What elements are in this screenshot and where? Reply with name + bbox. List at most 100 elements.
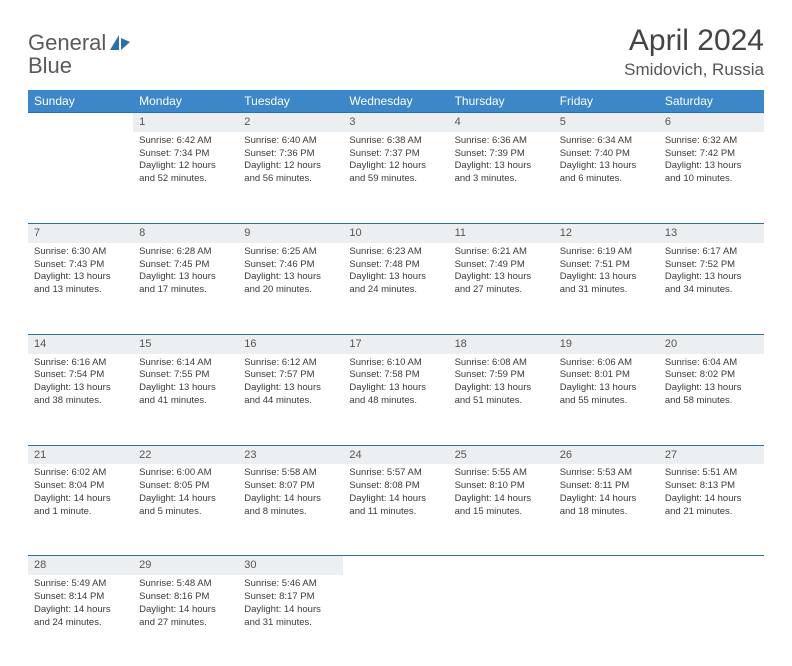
sunrise-line: Sunrise: 5:55 AM <box>455 467 548 480</box>
week-content-row: Sunrise: 6:02 AMSunset: 8:04 PMDaylight:… <box>28 464 764 556</box>
day-cell: Sunrise: 6:25 AMSunset: 7:46 PMDaylight:… <box>238 243 343 335</box>
day-cell: Sunrise: 6:38 AMSunset: 7:37 PMDaylight:… <box>343 132 448 224</box>
daylight-line: Daylight: 13 hours and 10 minutes. <box>665 160 758 186</box>
sunrise-line: Sunrise: 6:02 AM <box>34 467 127 480</box>
day-cell: Sunrise: 5:53 AMSunset: 8:11 PMDaylight:… <box>554 464 659 556</box>
empty-daynum <box>659 556 764 575</box>
day-number: 4 <box>449 113 554 132</box>
day-number: 14 <box>28 334 133 353</box>
daylight-line: Daylight: 13 hours and 38 minutes. <box>34 382 127 408</box>
daylight-line: Daylight: 12 hours and 59 minutes. <box>349 160 442 186</box>
day-cell: Sunrise: 6:12 AMSunset: 7:57 PMDaylight:… <box>238 354 343 446</box>
day-number: 11 <box>449 223 554 242</box>
day-cell: Sunrise: 6:08 AMSunset: 7:59 PMDaylight:… <box>449 354 554 446</box>
sunset-line: Sunset: 8:13 PM <box>665 480 758 493</box>
empty-daynum <box>343 556 448 575</box>
week-content-row: Sunrise: 6:16 AMSunset: 7:54 PMDaylight:… <box>28 354 764 446</box>
sunrise-line: Sunrise: 6:30 AM <box>34 246 127 259</box>
sunrise-line: Sunrise: 6:10 AM <box>349 357 442 370</box>
week-daynum-row: 282930 <box>28 556 764 575</box>
sunset-line: Sunset: 8:11 PM <box>560 480 653 493</box>
daylight-line: Daylight: 13 hours and 51 minutes. <box>455 382 548 408</box>
sunset-line: Sunset: 7:34 PM <box>139 148 232 161</box>
day-cell: Sunrise: 5:49 AMSunset: 8:14 PMDaylight:… <box>28 575 133 666</box>
sunrise-line: Sunrise: 5:48 AM <box>139 578 232 591</box>
week-daynum-row: 14151617181920 <box>28 334 764 353</box>
day-number: 21 <box>28 445 133 464</box>
day-cell: Sunrise: 6:16 AMSunset: 7:54 PMDaylight:… <box>28 354 133 446</box>
day-cell: Sunrise: 6:04 AMSunset: 8:02 PMDaylight:… <box>659 354 764 446</box>
day-of-week-header: Friday <box>554 90 659 113</box>
day-cell: Sunrise: 6:42 AMSunset: 7:34 PMDaylight:… <box>133 132 238 224</box>
day-cell: Sunrise: 6:36 AMSunset: 7:39 PMDaylight:… <box>449 132 554 224</box>
week-content-row: Sunrise: 6:42 AMSunset: 7:34 PM Daylight:… <box>28 132 764 224</box>
sunset-line: Sunset: 7:55 PM <box>139 369 232 382</box>
sunset-line: Sunset: 7:46 PM <box>244 259 337 272</box>
daylight-line: Daylight: 14 hours and 21 minutes. <box>665 493 758 519</box>
day-number: 27 <box>659 445 764 464</box>
sunset-line: Sunset: 7:58 PM <box>349 369 442 382</box>
day-number: 13 <box>659 223 764 242</box>
day-number: 1 <box>133 113 238 132</box>
day-of-week-header: Saturday <box>659 90 764 113</box>
sunrise-line: Sunrise: 6:21 AM <box>455 246 548 259</box>
daylight-line: Daylight: 13 hours and 34 minutes. <box>665 271 758 297</box>
daylight-line: Daylight: 14 hours and 5 minutes. <box>139 493 232 519</box>
day-cell: Sunrise: 6:17 AMSunset: 7:52 PMDaylight:… <box>659 243 764 335</box>
brand-sail-icon <box>109 34 131 52</box>
day-cell: Sunrise: 6:14 AMSunset: 7:55 PMDaylight:… <box>133 354 238 446</box>
day-cell: Sunrise: 5:55 AMSunset: 8:10 PMDaylight:… <box>449 464 554 556</box>
month-title: April 2024 <box>624 24 764 58</box>
empty-cell <box>554 575 659 666</box>
calendar-head: SundayMondayTuesdayWednesdayThursdayFrid… <box>28 90 764 113</box>
day-cell: Sunrise: 5:46 AMSunset: 8:17 PMDaylight:… <box>238 575 343 666</box>
day-number: 30 <box>238 556 343 575</box>
day-number: 28 <box>28 556 133 575</box>
week-daynum-row: 78910111213 <box>28 223 764 242</box>
empty-daynum <box>28 113 133 132</box>
header: General April 2024 Smidovich, Russia <box>28 24 764 80</box>
day-number: 26 <box>554 445 659 464</box>
sunrise-line: Sunrise: 6:25 AM <box>244 246 337 259</box>
sunrise-line: Sunrise: 6:08 AM <box>455 357 548 370</box>
sunrise-line: Sunrise: 6:06 AM <box>560 357 653 370</box>
sunset-line: Sunset: 8:08 PM <box>349 480 442 493</box>
day-number: 18 <box>449 334 554 353</box>
day-number: 19 <box>554 334 659 353</box>
week-daynum-row: 123456 <box>28 113 764 132</box>
day-number: 3 <box>343 113 448 132</box>
sunrise-line: Sunrise: 6:16 AM <box>34 357 127 370</box>
sunset-line: Sunset: 7:52 PM <box>665 259 758 272</box>
sunset-line: Sunset: 7:59 PM <box>455 369 548 382</box>
empty-daynum <box>449 556 554 575</box>
daylight-line: Daylight: 13 hours and 27 minutes. <box>455 271 548 297</box>
day-of-week-header: Wednesday <box>343 90 448 113</box>
daylight-line: Daylight: 13 hours and 24 minutes. <box>349 271 442 297</box>
day-cell: Sunrise: 6:21 AMSunset: 7:49 PMDaylight:… <box>449 243 554 335</box>
day-cell: Sunrise: 6:06 AMSunset: 8:01 PMDaylight:… <box>554 354 659 446</box>
day-cell: Sunrise: 6:32 AMSunset: 7:42 PMDaylight:… <box>659 132 764 224</box>
sunset-line: Sunset: 7:51 PM <box>560 259 653 272</box>
daylight-line: Daylight: 13 hours and 41 minutes. <box>139 382 232 408</box>
sunrise-line: Sunrise: 5:51 AM <box>665 467 758 480</box>
sunset-line: Sunset: 8:17 PM <box>244 591 337 604</box>
empty-daynum <box>554 556 659 575</box>
sunrise-line: Sunrise: 5:53 AM <box>560 467 653 480</box>
daylight-line: Daylight: 14 hours and 18 minutes. <box>560 493 653 519</box>
day-number: 29 <box>133 556 238 575</box>
day-number: 5 <box>554 113 659 132</box>
daylight-line: Daylight: 14 hours and 1 minute. <box>34 493 127 519</box>
calendar-body: 123456 Sunrise: 6:42 AMSunset: 7:34 PM Day… <box>28 113 764 666</box>
day-cell: Sunrise: 6:40 AMSunset: 7:36 PMDaylight:… <box>238 132 343 224</box>
daylight-line: Daylight: 13 hours and 17 minutes. <box>139 271 232 297</box>
sunrise-line: Sunrise: 6:12 AM <box>244 357 337 370</box>
day-cell: Sunrise: 6:10 AMSunset: 7:58 PMDaylight:… <box>343 354 448 446</box>
day-number: 23 <box>238 445 343 464</box>
daylight-line: Daylight: 13 hours and 3 minutes. <box>455 160 548 186</box>
sunrise-line: Sunrise: 6:42 AM <box>139 135 232 148</box>
brand-part2: Blue <box>28 53 72 79</box>
sunset-line: Sunset: 7:54 PM <box>34 369 127 382</box>
daylight-line: Daylight: 13 hours and 55 minutes. <box>560 382 653 408</box>
sunrise-line: Sunrise: 6:40 AM <box>244 135 337 148</box>
day-number: 16 <box>238 334 343 353</box>
